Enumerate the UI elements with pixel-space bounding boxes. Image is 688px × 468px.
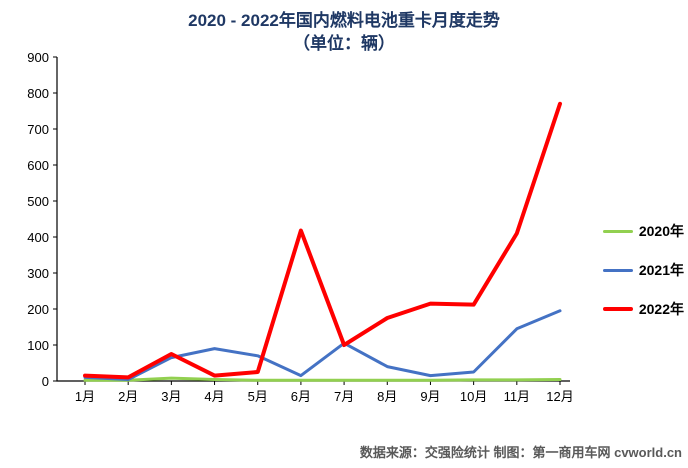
legend-line-2022 xyxy=(602,307,633,311)
legend-item-2021: 2021年 xyxy=(602,260,684,280)
axes xyxy=(56,57,570,382)
y-tick-label: 500 xyxy=(27,194,49,209)
chart-title-line2: （单位：辆） xyxy=(293,34,395,53)
x-tick-label: 10月 xyxy=(460,389,487,404)
legend-item-2020: 2020年 xyxy=(602,221,684,241)
x-tick-label: 1月 xyxy=(75,389,95,404)
chart-title: 2020 - 2022年国内燃料电池重卡月度走势 （单位：辆） xyxy=(0,9,688,55)
x-tick-label: 5月 xyxy=(248,389,268,404)
x-tick-label: 2月 xyxy=(118,389,138,404)
y-tick-label: 400 xyxy=(27,230,49,245)
y-tick-label: 200 xyxy=(27,302,49,317)
x-tick-label: 7月 xyxy=(334,389,354,404)
series-line-2022年 xyxy=(83,101,562,380)
series-line-2020年 xyxy=(83,376,562,382)
y-tick-label: 800 xyxy=(27,86,49,101)
y-tick-label: 600 xyxy=(27,158,49,173)
x-tick-label: 4月 xyxy=(204,389,224,404)
x-tick-label: 3月 xyxy=(161,389,181,404)
x-tick-label: 9月 xyxy=(420,389,440,404)
legend-label-2022: 2022年 xyxy=(638,301,684,317)
legend-item-2022: 2022年 xyxy=(602,299,684,319)
y-tick-label: 0 xyxy=(42,374,49,389)
x-tick-label: 12月 xyxy=(546,389,573,404)
x-tick-label: 8月 xyxy=(377,389,397,404)
source-credit: 数据来源：交强险统计 制图：第一商用车网 cvworld.cn xyxy=(359,445,682,460)
legend-label-2021: 2021年 xyxy=(638,262,684,278)
y-tick-label: 100 xyxy=(27,338,49,353)
x-tick-label: 11月 xyxy=(504,389,531,404)
legend-line-2021 xyxy=(602,268,633,272)
series-line-2021年 xyxy=(83,309,562,382)
legend-line-2020 xyxy=(602,229,633,233)
y-tick-label: 700 xyxy=(27,122,49,137)
y-tick-label: 900 xyxy=(27,50,49,65)
x-tick-label: 6月 xyxy=(291,389,311,404)
legend-label-2020: 2020年 xyxy=(638,223,684,239)
chart-title-line1: 2020 - 2022年国内燃料电池重卡月度走势 xyxy=(188,11,500,30)
legend: 2020年 2021年 2022年 xyxy=(602,221,684,319)
y-tick-label: 300 xyxy=(27,266,49,281)
